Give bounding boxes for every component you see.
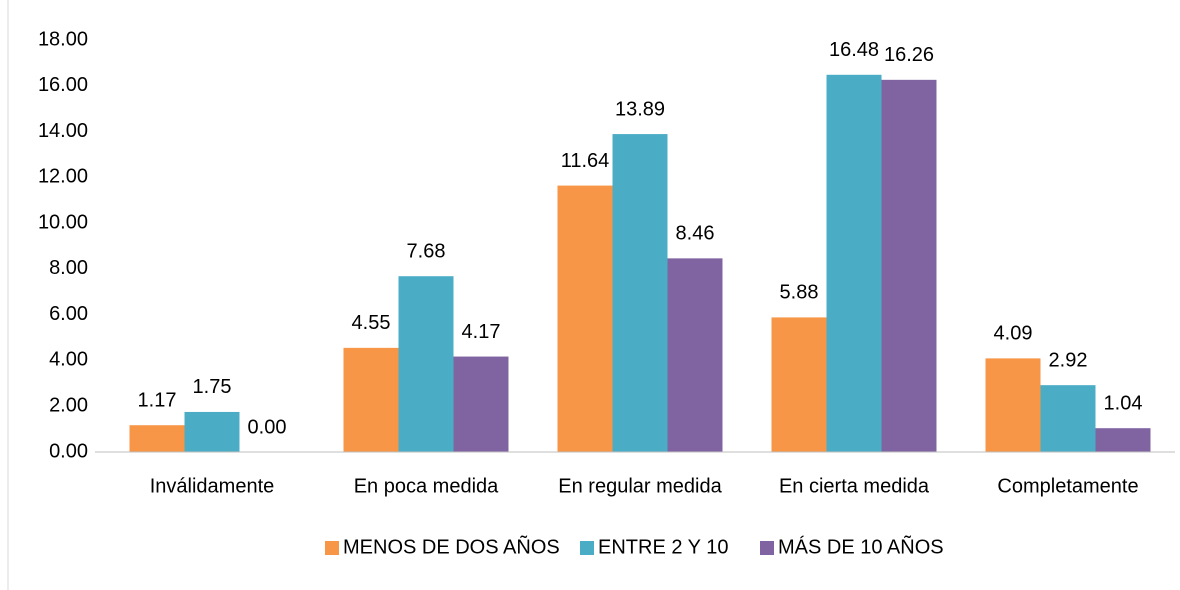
bar: [129, 425, 185, 452]
bar: [881, 79, 937, 453]
data-label: 5.88: [780, 282, 819, 304]
y-tick-label: 10.00: [38, 211, 88, 233]
y-tick-label: 4.00: [49, 349, 88, 371]
y-tick-label: 14.00: [38, 120, 88, 142]
data-label: 2.92: [1049, 349, 1088, 371]
data-label: 4.09: [994, 323, 1033, 345]
data-label: 4.17: [462, 321, 501, 343]
legend-label: MENOS DE DOS AÑOS: [343, 534, 560, 558]
y-tick-label: 0.00: [49, 440, 88, 462]
y-tick-label: 6.00: [49, 303, 88, 325]
chart-frame: [7, 0, 9, 590]
bar: [612, 134, 668, 452]
data-label: 16.26: [884, 44, 934, 66]
bar: [398, 276, 454, 452]
y-tick-label: 18.00: [38, 28, 88, 50]
bar: [1040, 385, 1096, 452]
bar: [557, 185, 613, 452]
x-tick-label: En poca medida: [354, 475, 499, 497]
x-tick-label: En cierta medida: [779, 475, 930, 497]
bar: [343, 347, 399, 452]
legend-label: ENTRE 2 Y 10: [598, 536, 728, 558]
bar: [771, 317, 827, 452]
bar: [184, 411, 240, 452]
x-tick-label: Completamente: [997, 475, 1138, 497]
x-tick-label: En regular medida: [558, 475, 722, 497]
legend-swatch: [580, 541, 594, 555]
data-label: 8.46: [676, 223, 715, 245]
y-tick-label: 16.00: [38, 74, 88, 96]
y-tick-label: 8.00: [49, 257, 88, 279]
data-label: 1.04: [1104, 392, 1143, 414]
bar: [1095, 428, 1151, 452]
bar: [985, 358, 1041, 452]
y-tick-label: 12.00: [38, 166, 88, 188]
legend-swatch: [760, 541, 774, 555]
legend-swatch: [325, 541, 339, 555]
x-tick-label: Inválidamente: [150, 475, 275, 497]
data-label: 4.55: [352, 312, 391, 334]
legend-label: MÁS DE 10 AÑOS: [778, 534, 944, 558]
bar: [453, 356, 509, 452]
bar: [667, 258, 723, 452]
data-label: 16.48: [829, 39, 879, 61]
data-label: 0.00: [248, 416, 287, 438]
y-tick-label: 2.00: [49, 395, 88, 417]
data-label: 1.75: [193, 376, 232, 398]
data-label: 7.68: [407, 240, 446, 262]
data-label: 13.89: [615, 98, 665, 120]
data-label: 11.64: [561, 150, 610, 172]
data-label: 1.17: [138, 390, 177, 412]
bar: [826, 74, 882, 453]
